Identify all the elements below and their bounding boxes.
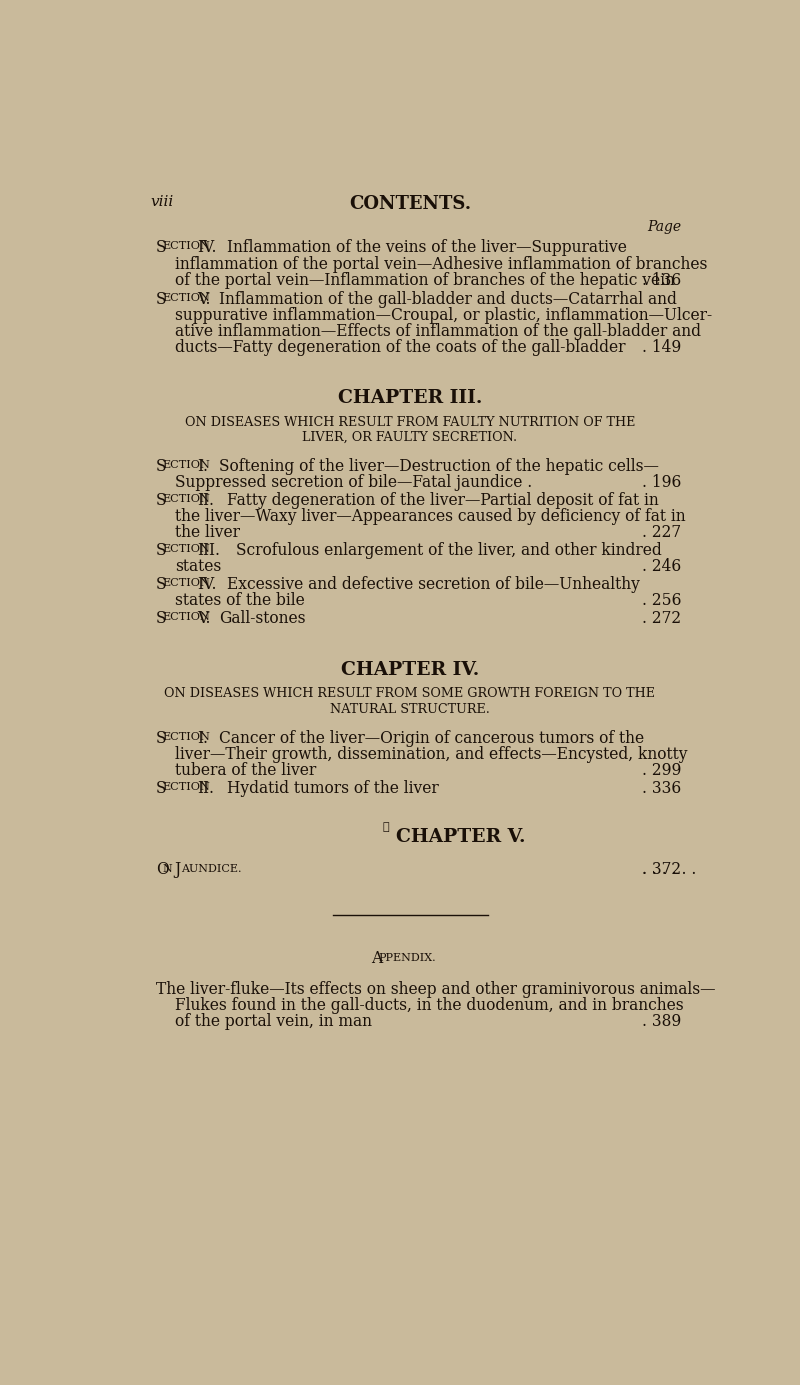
Text: IV.: IV. [198, 576, 217, 593]
Text: . 372: . 372 [642, 860, 682, 878]
Text: . 227: . 227 [642, 525, 682, 542]
Text: S: S [156, 576, 166, 593]
Text: liver—Their growth, dissemination, and effects—Encysted, knotty: liver—Their growth, dissemination, and e… [175, 747, 688, 763]
Text: of the portal vein—Inflammation of branches of the hepatic vein: of the portal vein—Inflammation of branc… [175, 271, 675, 288]
Text: ON DISEASES WHICH RESULT FROM SOME GROWTH FOREIGN TO THE: ON DISEASES WHICH RESULT FROM SOME GROWT… [165, 687, 655, 701]
Text: S: S [156, 542, 166, 560]
Text: II.: II. [198, 492, 214, 508]
Text: . 389: . 389 [642, 1014, 682, 1030]
Text: ECTION: ECTION [162, 241, 210, 251]
Text: . 136: . 136 [642, 271, 682, 288]
Text: . 149: . 149 [642, 339, 682, 356]
Text: Softening of the liver—Destruction of the hepatic cells—: Softening of the liver—Destruction of th… [218, 458, 658, 475]
Text: ECTION: ECTION [162, 578, 210, 587]
Text: Scrofulous enlargement of the liver, and other kindred: Scrofulous enlargement of the liver, and… [236, 542, 662, 560]
Text: S: S [156, 609, 166, 627]
Text: ative inflammation—Effects of inflammation of the gall-bladder and: ative inflammation—Effects of inflammati… [175, 323, 701, 341]
Text: the liver—Waxy liver—Appearances caused by deficiency of fat in: the liver—Waxy liver—Appearances caused … [175, 508, 686, 525]
Text: Excessive and defective secretion of bile—Unhealthy: Excessive and defective secretion of bil… [227, 576, 640, 593]
Text: . 299: . 299 [642, 762, 682, 780]
Text: ECTION: ECTION [162, 781, 210, 792]
Text: CONTENTS.: CONTENTS. [349, 195, 471, 213]
Text: S: S [156, 458, 166, 475]
Text: . 196: . 196 [642, 474, 682, 492]
Text: S: S [156, 780, 166, 796]
Text: ★: ★ [383, 823, 390, 832]
Text: viii: viii [150, 195, 174, 209]
Text: suppurative inflammation—Croupal, or plastic, inflammation—Ulcer-: suppurative inflammation—Croupal, or pla… [175, 307, 712, 324]
Text: I.: I. [198, 730, 209, 747]
Text: IV.: IV. [198, 240, 217, 256]
Text: CHAPTER V.: CHAPTER V. [396, 828, 526, 846]
Text: AUNDICE.: AUNDICE. [181, 864, 242, 874]
Text: S: S [156, 240, 166, 256]
Text: S: S [156, 730, 166, 747]
Text: III.: III. [198, 542, 221, 560]
Text: Hydatid tumors of the liver: Hydatid tumors of the liver [227, 780, 439, 796]
Text: ECTION: ECTION [162, 612, 210, 622]
Text: . 256: . 256 [642, 591, 682, 609]
Text: V.: V. [198, 291, 211, 307]
Text: tubera of the liver: tubera of the liver [175, 762, 317, 780]
Text: LIVER, OR FAULTY SECRETION.: LIVER, OR FAULTY SECRETION. [302, 431, 518, 445]
Text: Page: Page [647, 220, 682, 234]
Text: S: S [156, 492, 166, 508]
Text: . 336: . 336 [642, 780, 682, 796]
Text: S: S [156, 291, 166, 307]
Text: ECTION: ECTION [162, 544, 210, 554]
Text: A: A [371, 950, 382, 967]
Text: of the portal vein, in man: of the portal vein, in man [175, 1014, 372, 1030]
Text: V.: V. [198, 609, 211, 627]
Text: J: J [174, 860, 180, 878]
Text: states of the bile: states of the bile [175, 591, 305, 609]
Text: I.: I. [198, 458, 209, 475]
Text: ON DISEASES WHICH RESULT FROM FAULTY NUTRITION OF THE: ON DISEASES WHICH RESULT FROM FAULTY NUT… [185, 416, 635, 429]
Text: Inflammation of the gall-bladder and ducts—Catarrhal and: Inflammation of the gall-bladder and duc… [218, 291, 677, 307]
Text: . . . . . .: . . . . . . [642, 860, 697, 878]
Text: Inflammation of the veins of the liver—Suppurative: Inflammation of the veins of the liver—S… [227, 240, 627, 256]
Text: ECTION: ECTION [162, 292, 210, 303]
Text: Cancer of the liver—Origin of cancerous tumors of the: Cancer of the liver—Origin of cancerous … [218, 730, 644, 747]
Text: CHAPTER III.: CHAPTER III. [338, 389, 482, 407]
Text: N: N [162, 864, 173, 874]
Text: NATURAL STRUCTURE.: NATURAL STRUCTURE. [330, 704, 490, 716]
Text: ducts—Fatty degeneration of the coats of the gall-bladder: ducts—Fatty degeneration of the coats of… [175, 339, 626, 356]
Text: . 246: . 246 [642, 558, 682, 575]
Text: Suppressed secretion of bile—Fatal jaundice .: Suppressed secretion of bile—Fatal jaund… [175, 474, 533, 492]
Text: ECTION: ECTION [162, 460, 210, 470]
Text: II.: II. [198, 780, 214, 796]
Text: Gall-stones: Gall-stones [218, 609, 305, 627]
Text: CHAPTER IV.: CHAPTER IV. [341, 661, 479, 679]
Text: states: states [175, 558, 222, 575]
Text: . 272: . 272 [642, 609, 682, 627]
Text: The liver-fluke—Its effects on sheep and other graminivorous animals—: The liver-fluke—Its effects on sheep and… [156, 981, 715, 997]
Text: Fatty degeneration of the liver—Partial deposit of fat in: Fatty degeneration of the liver—Partial … [227, 492, 659, 508]
Text: ECTION: ECTION [162, 731, 210, 742]
Text: inflammation of the portal vein—Adhesive inflammation of branches: inflammation of the portal vein—Adhesive… [175, 255, 707, 273]
Text: the liver: the liver [175, 525, 240, 542]
Text: Flukes found in the gall-ducts, in the duodenum, and in branches: Flukes found in the gall-ducts, in the d… [175, 997, 684, 1014]
Text: O: O [156, 860, 169, 878]
Text: PPENDIX.: PPENDIX. [378, 953, 436, 964]
Text: ECTION: ECTION [162, 494, 210, 504]
